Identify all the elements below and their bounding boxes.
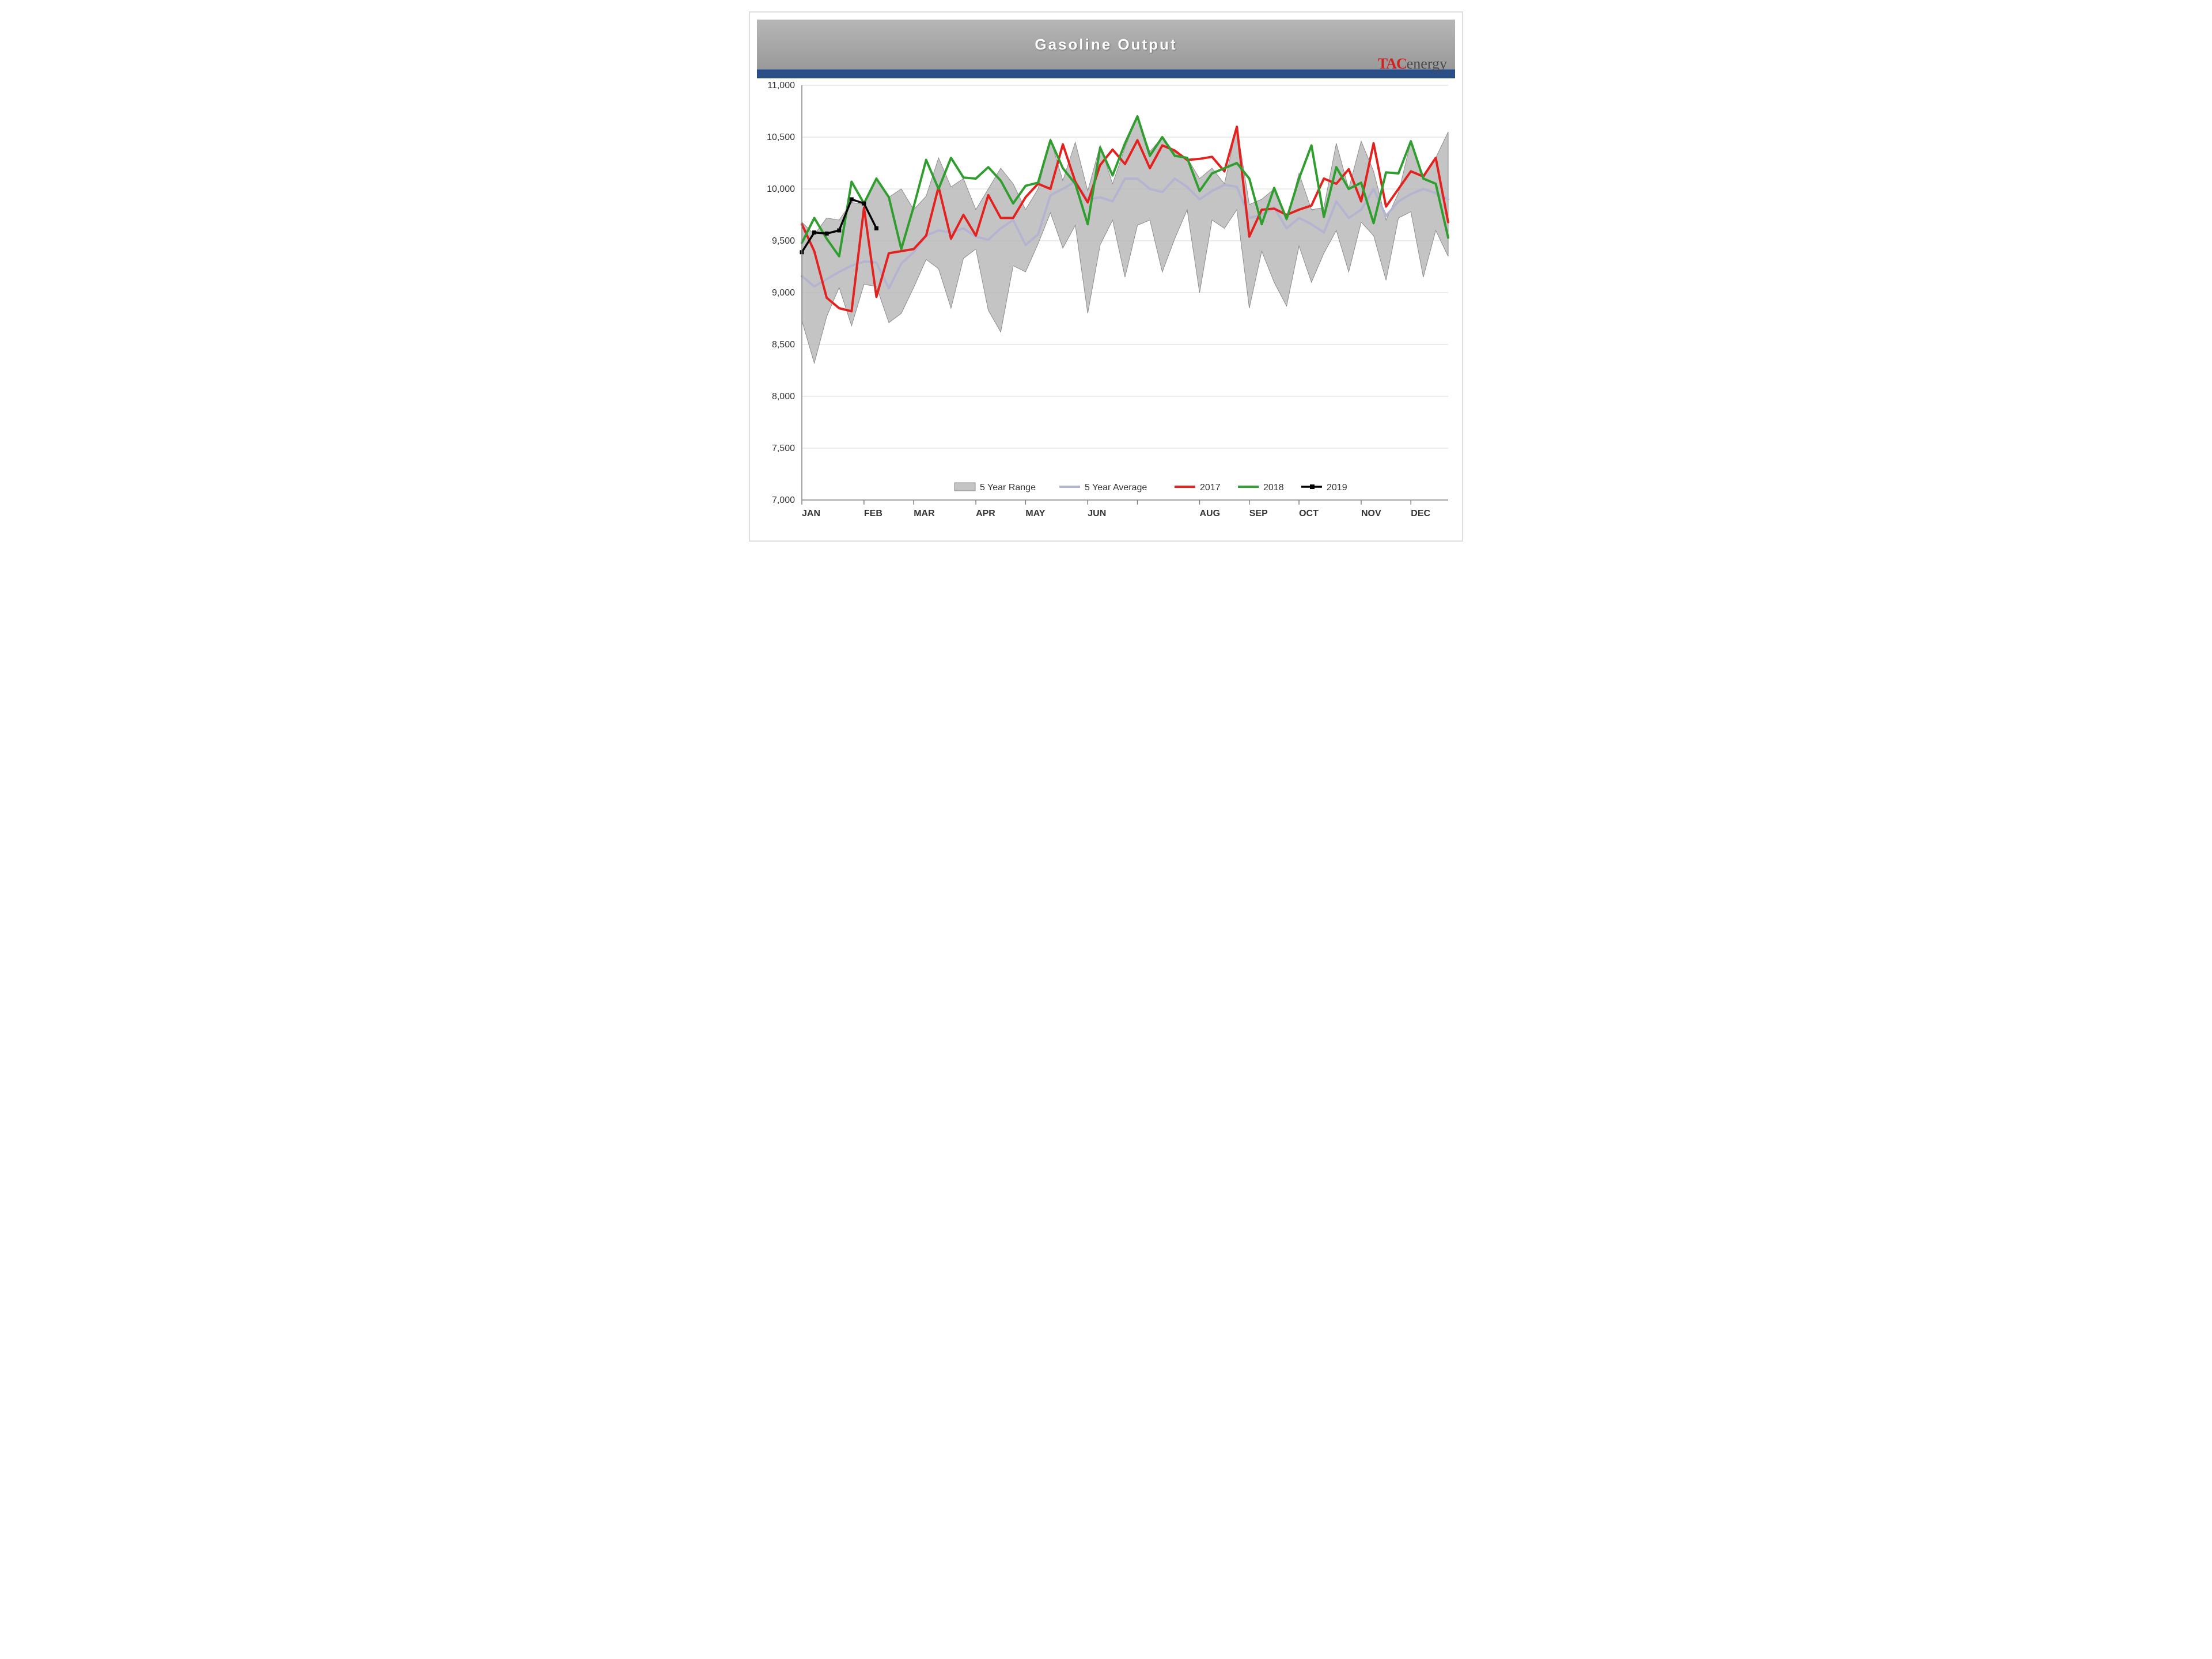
svg-text:JAN: JAN: [802, 509, 820, 518]
series-2019-marker: [825, 232, 829, 236]
svg-text:10,500: 10,500: [767, 132, 795, 142]
svg-text:2017: 2017: [1200, 483, 1221, 493]
svg-text:MAR: MAR: [914, 509, 935, 518]
svg-text:2018: 2018: [1263, 483, 1284, 493]
svg-text:9,000: 9,000: [772, 288, 795, 298]
svg-text:2019: 2019: [1327, 483, 1347, 493]
svg-text:11,000: 11,000: [767, 81, 795, 90]
svg-text:JUN: JUN: [1088, 509, 1106, 518]
svg-text:10,000: 10,000: [767, 184, 795, 194]
svg-text:NOV: NOV: [1361, 509, 1381, 518]
svg-text:FEB: FEB: [864, 509, 882, 518]
page: Gasoline Output TACenergy 7,0007,5008,00…: [737, 0, 1475, 553]
svg-text:8,500: 8,500: [772, 340, 795, 350]
svg-text:OCT: OCT: [1299, 509, 1319, 518]
series-2019-marker: [837, 229, 841, 233]
chart-header-accent: [757, 69, 1455, 78]
svg-text:7,000: 7,000: [772, 495, 795, 505]
svg-text:MAY: MAY: [1025, 509, 1045, 518]
svg-text:8,000: 8,000: [772, 392, 795, 402]
svg-text:DEC: DEC: [1411, 509, 1430, 518]
svg-text:AUG: AUG: [1199, 509, 1220, 518]
series-2019-marker: [862, 202, 866, 206]
svg-text:9,500: 9,500: [772, 236, 795, 246]
chart-header: Gasoline Output: [757, 20, 1455, 69]
series-2019-marker: [812, 230, 816, 234]
chart-holder: 7,000 7,500 8,000 8,500 9,000 9,500 10,000 10,5…: [757, 81, 1455, 533]
series-2019-marker: [850, 198, 854, 202]
svg-text:7,500: 7,500: [772, 444, 795, 453]
gasoline-output-chart: 7,000 7,500 8,000 8,500 9,000 9,500 10,000 10,5…: [757, 81, 1455, 533]
svg-text:APR: APR: [976, 509, 995, 518]
svg-text:SEP: SEP: [1249, 509, 1268, 518]
series-2019-marker: [874, 226, 878, 230]
svg-text:5 Year Range: 5 Year Range: [980, 483, 1036, 493]
chart-title: Gasoline Output: [757, 36, 1455, 54]
svg-text:5 Year Average: 5 Year Average: [1085, 483, 1147, 493]
